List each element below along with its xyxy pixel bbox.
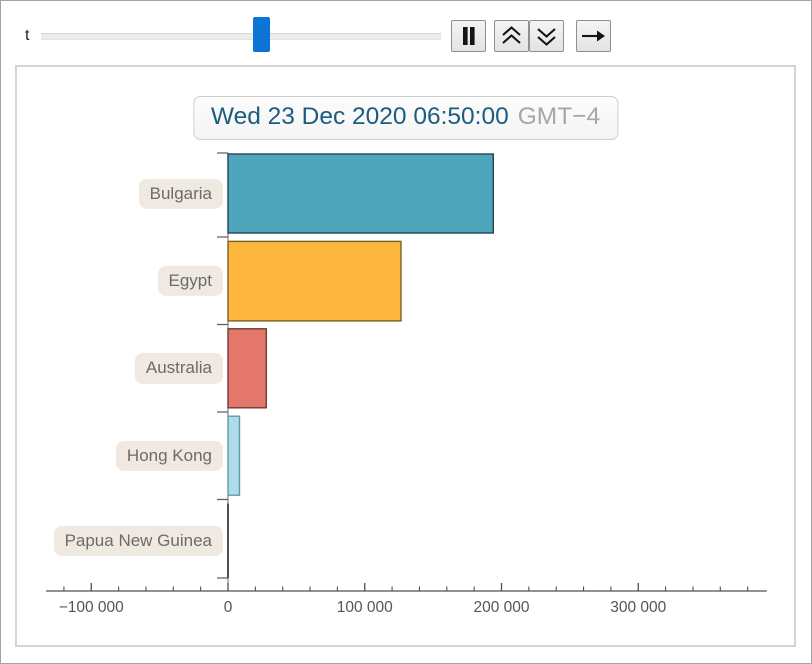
bar [227, 415, 241, 496]
chart-title-date: Wed 23 Dec 2020 06:50:00 [210, 103, 509, 130]
arrow-right-icon [582, 30, 605, 42]
category-label: Papua New Guinea [53, 525, 223, 556]
x-tick-label: 300 000 [610, 599, 666, 616]
variable-label: t [25, 27, 30, 44]
bar [227, 240, 402, 322]
bar-chart: −100 000 0 100 000 200 000 300 000 Wed 23 De… [17, 67, 794, 645]
bar [227, 328, 267, 409]
direction-button[interactable] [576, 20, 611, 52]
pause-button[interactable] [451, 20, 486, 52]
x-tick-label: 0 [224, 599, 233, 616]
pause-icon [463, 27, 475, 45]
double-chevron-up-icon [502, 26, 521, 44]
x-tick-label: 200 000 [473, 599, 529, 616]
category-label: Australia [134, 353, 223, 384]
chart-canvas: −100 000 0 100 000 200 000 300 000 [46, 152, 767, 616]
chart-title-timezone: GMT−4 [517, 103, 601, 130]
slider-track[interactable] [41, 33, 441, 40]
slider-thumb[interactable] [252, 17, 270, 52]
category-label: Egypt [157, 266, 223, 297]
faster-button[interactable] [494, 20, 529, 52]
x-tick-label: 100 000 [337, 599, 393, 616]
x-tick-label: −100 000 [59, 599, 124, 616]
category-label: Bulgaria [138, 178, 223, 209]
double-chevron-down-icon [537, 28, 556, 46]
chart-panel: −100 000 0 100 000 200 000 300 000 Wed 23 De… [15, 65, 796, 647]
category-label: Hong Kong [115, 440, 223, 471]
slower-button[interactable] [529, 20, 564, 52]
animation-controls: t [1, 1, 811, 63]
chart-title-badge: Wed 23 Dec 2020 06:50:00 GMT−4 [192, 96, 619, 140]
bar [227, 153, 494, 234]
